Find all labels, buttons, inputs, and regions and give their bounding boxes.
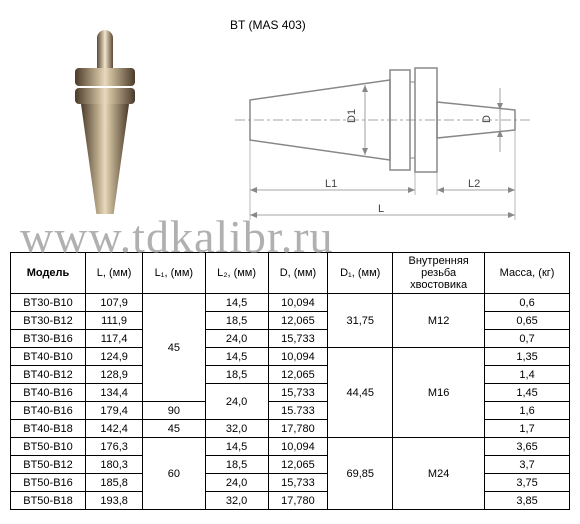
top-section: BT (MAS 403) D1 D xyxy=(10,10,570,250)
table-row: BT30-B16 117,4 24,0 15,733 0,7 xyxy=(11,330,570,348)
col-L2: L₂, (мм) xyxy=(205,253,268,294)
table-row: BT50-B18 193,8 32,0 17,780 3,85 xyxy=(11,492,570,510)
col-L1: L₁, (мм) xyxy=(143,253,205,294)
table-header-row: Модель L, (мм) L₁, (мм) L₂, (мм) D, (мм)… xyxy=(11,253,570,294)
table-row: BT50-B10 176,3 60 14,5 10,094 69,85 M24 … xyxy=(11,438,570,456)
technical-diagram: BT (MAS 403) D1 D xyxy=(200,10,570,250)
col-mass: Масса, (кг) xyxy=(485,253,570,294)
svg-text:D: D xyxy=(481,115,493,123)
svg-text:L: L xyxy=(378,203,384,215)
table-row: BT30-B12 111,9 18,5 12,065 0,65 xyxy=(11,312,570,330)
table-row: BT50-B16 185,8 24,0 15,733 3,75 xyxy=(11,474,570,492)
table-row: BT50-B12 180,3 18,5 12,065 3,7 xyxy=(11,456,570,474)
svg-text:L2: L2 xyxy=(468,178,480,190)
col-thread: Внутренняя резьба хвостовика xyxy=(393,253,485,294)
col-L: L, (мм) xyxy=(86,253,143,294)
bt-standard-label: BT (MAS 403) xyxy=(230,18,306,32)
table-row: BT40-B10 124,9 14,5 10,094 44,45 M16 1,3… xyxy=(11,348,570,366)
product-photo xyxy=(10,10,200,250)
svg-text:L1: L1 xyxy=(325,178,337,190)
spec-table: Модель L, (мм) L₁, (мм) L₂, (мм) D, (мм)… xyxy=(10,252,570,510)
svg-text:D1: D1 xyxy=(346,109,358,123)
col-model: Модель xyxy=(11,253,86,294)
table-row: BT40-B18 142,4 45 32,0 17,780 1,7 xyxy=(11,420,570,438)
col-D1: D₁, (мм) xyxy=(328,253,393,294)
table-row: BT40-B16 134,4 24,0 15,733 1,45 xyxy=(11,384,570,402)
table-row: BT30-B10 107,9 45 14,5 10,094 31,75 M12 … xyxy=(11,294,570,312)
diagram-svg: D1 D L1 L2 L xyxy=(220,40,550,230)
table-row: BT40-B16 179,4 90 15.733 1,6 xyxy=(11,402,570,420)
col-D: D, (мм) xyxy=(268,253,328,294)
table-row: BT40-B12 128,9 18,5 12,065 1,4 xyxy=(11,366,570,384)
